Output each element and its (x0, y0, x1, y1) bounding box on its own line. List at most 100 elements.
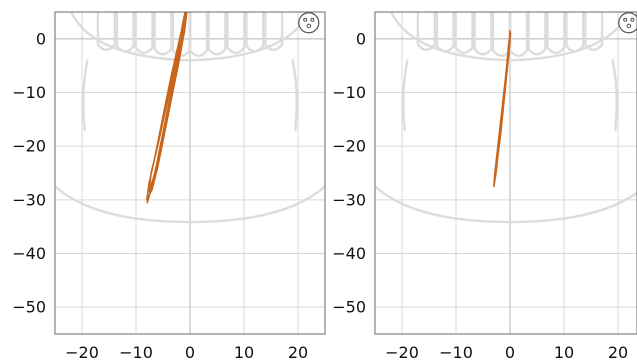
x-tick-label: 20 (288, 343, 308, 362)
series-point (178, 43, 180, 45)
series-point (502, 105, 505, 107)
series-point (165, 116, 167, 118)
series-point (146, 199, 148, 201)
series-point (504, 83, 506, 85)
series-point (184, 30, 186, 32)
tooth-outline (473, 12, 493, 56)
series-point (505, 75, 507, 77)
series-point (154, 156, 156, 158)
series-point (505, 81, 507, 83)
chart-panel-right: 0 −10 −20 −30 −40 −50 −20 −10 0 10 20 (332, 11, 637, 362)
face-eye (630, 17, 635, 22)
x-tick-label: 20 (608, 343, 628, 362)
y-tick-label: −50 (332, 298, 366, 317)
tooth-outline (527, 12, 547, 56)
gum-line (390, 12, 630, 62)
series-point (499, 134, 501, 136)
series-point (507, 54, 509, 56)
tooth-outline (226, 12, 246, 55)
series-point (148, 191, 150, 193)
series-point (173, 86, 175, 88)
y-tick-label: −10 (332, 83, 366, 102)
series-point (497, 156, 499, 158)
face-icon (298, 12, 320, 34)
series-point (502, 99, 504, 102)
tooth-outline (153, 12, 173, 56)
tooth-outline (96, 12, 116, 52)
series-point (174, 75, 176, 77)
series-point (150, 188, 152, 190)
series-point (509, 30, 511, 32)
series-point (160, 142, 162, 145)
series-point (508, 38, 511, 40)
series-point (179, 35, 181, 37)
series-point (508, 40, 510, 43)
tooth-outline (264, 12, 284, 52)
x-tick-label: 0 (505, 343, 515, 362)
x-tick-label: −20 (65, 343, 99, 362)
jaw-outline-illustration (375, 12, 637, 224)
series-point (506, 59, 508, 61)
tooth-outline (115, 12, 135, 53)
tooth-outline (189, 12, 209, 58)
gum-line (70, 12, 310, 62)
series-point (494, 172, 496, 174)
series-point (493, 183, 495, 185)
jaw-outline-illustration (55, 12, 325, 224)
face-outline (618, 12, 637, 34)
series-point (151, 188, 153, 190)
series-point (505, 78, 507, 80)
tooth-outline (134, 12, 154, 55)
series-point (170, 75, 172, 77)
series-point (183, 19, 185, 21)
x-tick-label: −10 (439, 343, 473, 362)
y-tick-label: 0 (36, 29, 46, 48)
series-point (178, 59, 180, 61)
series-point (146, 201, 148, 204)
series-point (181, 24, 183, 26)
series-point (174, 65, 176, 67)
cheek-arc-right (291, 59, 298, 132)
x-tick-label: 10 (234, 343, 254, 362)
tooth-outline (245, 12, 265, 53)
plot-area (55, 12, 325, 334)
series-point (157, 145, 159, 147)
series-point (168, 91, 171, 94)
face-eye (623, 17, 628, 22)
plot-frame (374, 11, 637, 335)
series-point (152, 177, 154, 179)
plot-frame (54, 11, 326, 335)
plot-area (375, 12, 637, 334)
series-point (509, 32, 512, 35)
tooth-outline (207, 12, 227, 56)
tooth-outline (416, 12, 436, 52)
y-tick-label: 0 (356, 29, 366, 48)
tooth-outline (509, 12, 529, 58)
face-eye (310, 17, 315, 22)
face-mouth (306, 23, 312, 29)
series-point (150, 172, 152, 174)
series-point (493, 185, 495, 187)
x-tick-label: 0 (185, 343, 195, 362)
x-tick-label: −10 (119, 343, 153, 362)
series-point (162, 118, 165, 120)
face-mouth (626, 23, 632, 29)
series-point (167, 113, 169, 115)
x-tick-label: 10 (554, 343, 574, 362)
series-point (171, 89, 173, 91)
series-point (168, 102, 171, 104)
series-point (159, 129, 161, 131)
cheek-arc-right (611, 59, 618, 132)
series-point (495, 164, 497, 166)
series-point (502, 108, 504, 110)
series-point (498, 137, 500, 139)
series-point (163, 129, 165, 131)
series-point (501, 110, 503, 112)
series-point (499, 124, 501, 126)
tooth-outline (435, 12, 455, 53)
tooth-outline (565, 12, 585, 53)
series-point (175, 54, 177, 56)
tooth-outline (454, 12, 474, 55)
y-tick-label: −20 (12, 137, 46, 156)
